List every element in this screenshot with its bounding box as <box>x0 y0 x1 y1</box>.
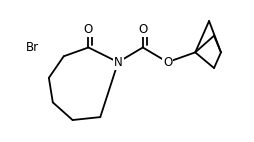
Text: O: O <box>138 23 148 36</box>
Text: N: N <box>114 56 122 69</box>
Text: O: O <box>84 23 93 36</box>
Text: Br: Br <box>26 41 39 54</box>
Text: O: O <box>163 56 172 69</box>
